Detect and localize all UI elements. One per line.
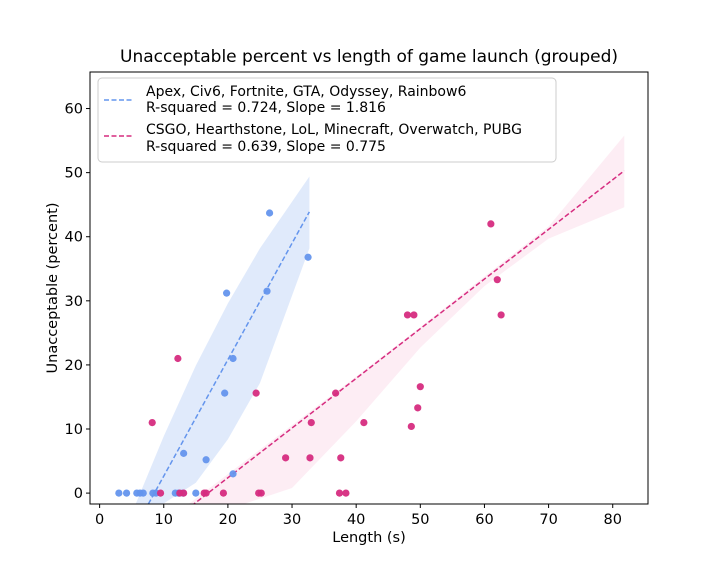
y-axis-label: Unacceptable (percent) <box>45 203 61 374</box>
data-point-series-2 <box>493 276 501 284</box>
data-point-series-2 <box>306 454 314 462</box>
data-point-series-2 <box>282 454 290 462</box>
data-point-series-2 <box>148 418 156 427</box>
y-tick-label: 10 <box>65 422 83 438</box>
data-point-series-2 <box>487 220 495 228</box>
fit-line-series-1 <box>147 211 311 504</box>
chart-title: Unacceptable percent vs length of game l… <box>120 47 618 67</box>
data-point-series-2 <box>252 389 260 397</box>
data-point-series-2 <box>156 489 165 497</box>
y-tick-label: 0 <box>74 486 83 502</box>
y-tick-label: 30 <box>65 294 83 310</box>
data-point-series-2 <box>407 422 415 431</box>
data-point-series-2 <box>497 311 505 319</box>
data-point-series-1 <box>122 489 131 497</box>
legend-label-series-1: Apex, Civ6, Fortnite, GTA, Odyssey, Rain… <box>146 84 466 100</box>
data-point-series-1 <box>139 489 147 497</box>
data-point-series-2 <box>414 404 422 412</box>
data-point-series-1 <box>229 354 237 363</box>
fit-line-series-2 <box>192 170 625 504</box>
data-point-series-2 <box>337 454 345 462</box>
x-tick-label: 20 <box>219 512 237 528</box>
x-tick-label: 60 <box>475 512 493 528</box>
data-point-series-2 <box>307 418 315 427</box>
x-tick-label: 80 <box>603 512 621 528</box>
data-point-series-2 <box>257 489 265 497</box>
data-point-series-2 <box>202 489 210 497</box>
data-point-series-1 <box>265 209 274 217</box>
legend-stats-series-2: R-squared = 0.639, Slope = 0.775 <box>146 139 386 155</box>
data-point-series-1 <box>202 456 210 464</box>
data-point-series-2 <box>403 311 412 319</box>
y-tick-label: 40 <box>65 230 83 246</box>
x-axis-label: Length (s) <box>332 530 406 546</box>
x-tick-label: 50 <box>411 512 429 528</box>
x-tick-label: 0 <box>95 512 104 528</box>
y-tick-label: 20 <box>65 358 83 374</box>
x-tick-label: 10 <box>155 512 173 528</box>
x-tick-label: 30 <box>283 512 301 528</box>
plot-frame <box>89 71 649 505</box>
data-point-series-2 <box>332 389 340 397</box>
data-point-series-1 <box>304 253 312 261</box>
data-point-series-1 <box>229 470 237 478</box>
legend-box <box>97 77 557 163</box>
confidence-band-series-1 <box>135 176 310 504</box>
legend: Apex, Civ6, Fortnite, GTA, Odyssey, Rain… <box>97 77 557 163</box>
data-point-series-1 <box>180 449 188 457</box>
data-point-series-1 <box>221 389 229 397</box>
data-point-series-2 <box>342 489 350 497</box>
x-tick-label: 40 <box>347 512 365 528</box>
data-point-series-2 <box>416 383 424 391</box>
data-point-series-1 <box>263 287 271 295</box>
x-tick-label: 70 <box>539 512 557 528</box>
data-point-series-2 <box>360 418 368 427</box>
legend-stats-series-1: R-squared = 0.724, Slope = 1.816 <box>146 100 386 116</box>
y-tick-label: 60 <box>65 102 83 118</box>
data-point-series-2 <box>219 489 228 497</box>
data-point-series-1 <box>223 289 231 297</box>
data-point-series-2 <box>335 489 344 497</box>
legend-label-series-2: CSGO, Hearthstone, LoL, Minecraft, Overw… <box>146 122 522 138</box>
data-point-series-2 <box>410 311 418 319</box>
data-point-series-1 <box>192 489 200 497</box>
data-point-series-2 <box>174 354 182 363</box>
data-point-series-1 <box>115 489 123 497</box>
data-point-series-2 <box>180 489 188 497</box>
y-tick-label: 50 <box>65 166 83 182</box>
